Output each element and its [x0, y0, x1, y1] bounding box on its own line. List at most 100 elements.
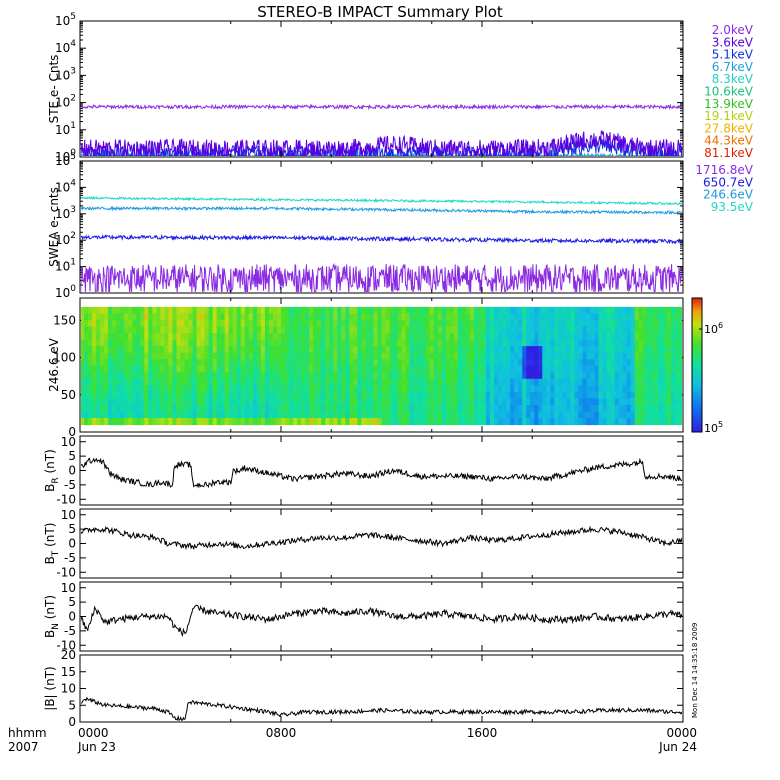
- heatmap-cell: [425, 306, 431, 314]
- heatmap-cell: [337, 359, 342, 367]
- heatmap-cell: [598, 418, 604, 426]
- heatmap-cell: [666, 306, 672, 314]
- heatmap-cell: [309, 339, 314, 347]
- heatmap-cell: [120, 359, 125, 367]
- heatmap-cell: [425, 365, 431, 373]
- heatmap-cell: [670, 352, 676, 360]
- legend-entry: 1716.8eV: [695, 163, 753, 177]
- heatmap-cell: [494, 326, 499, 334]
- heatmap-cell: [176, 405, 182, 413]
- heatmap-cell: [626, 405, 632, 413]
- heatmap-cell: [220, 411, 226, 419]
- heatmap-cell: [160, 320, 165, 328]
- heatmap-cell: [204, 306, 210, 314]
- heatmap-cell: [148, 411, 153, 419]
- heatmap-cell: [634, 398, 640, 406]
- y-tick-label: 5: [68, 595, 76, 609]
- heatmap-cell: [433, 378, 439, 386]
- heatmap-cell: [381, 411, 387, 419]
- heatmap-cell: [465, 398, 471, 406]
- heatmap-cell: [385, 326, 391, 334]
- heatmap-cell: [618, 372, 624, 380]
- heatmap-cell: [236, 352, 242, 360]
- heatmap-cell: [321, 411, 326, 419]
- heatmap-cell: [124, 313, 129, 321]
- heatmap-cell: [349, 365, 354, 373]
- heatmap-cell: [650, 346, 656, 354]
- heatmap-cell: [518, 391, 523, 399]
- heatmap-cell: [590, 385, 596, 393]
- heatmap-cell: [566, 411, 571, 419]
- heatmap-cell: [650, 352, 656, 360]
- heatmap-cell: [228, 372, 234, 380]
- heatmap-cell: [220, 418, 226, 426]
- series-group: [81, 195, 682, 292]
- heatmap-cell: [393, 333, 399, 341]
- heatmap-cell: [365, 326, 370, 334]
- heatmap-cell: [518, 418, 523, 426]
- heatmap-cell: [518, 385, 523, 393]
- heatmap-cell: [168, 306, 173, 314]
- heatmap-cell: [510, 418, 515, 426]
- heatmap-cell: [634, 378, 640, 386]
- heatmap-cell: [365, 313, 370, 321]
- heatmap-cell: [437, 306, 443, 314]
- heatmap-cell: [433, 365, 439, 373]
- heatmap-cell: [289, 391, 294, 399]
- heatmap-cell: [136, 405, 141, 413]
- heatmap-cell: [216, 346, 222, 354]
- heatmap-cell: [397, 405, 403, 413]
- heatmap-cell: [381, 359, 387, 367]
- heatmap-cell: [526, 365, 531, 373]
- heatmap-cell: [277, 372, 282, 380]
- heatmap-cell: [204, 359, 210, 367]
- heatmap-cell: [514, 333, 519, 341]
- heatmap-cell: [116, 352, 121, 360]
- heatmap-cell: [192, 418, 198, 426]
- heatmap-cell: [289, 326, 294, 334]
- heatmap-cell: [277, 391, 282, 399]
- heatmap-cell: [606, 378, 612, 386]
- heatmap-cell: [566, 372, 571, 380]
- heatmap-cell: [108, 398, 113, 406]
- heatmap-cell: [514, 339, 519, 347]
- heatmap-cell: [510, 365, 515, 373]
- y-tick-label: 105: [55, 12, 76, 28]
- heatmap-cell: [465, 378, 471, 386]
- heatmap-cell: [148, 313, 153, 321]
- heatmap-cell: [518, 352, 523, 360]
- heatmap-cell: [285, 352, 290, 360]
- heatmap-cell: [582, 339, 588, 347]
- heatmap-cell: [550, 359, 555, 367]
- heatmap-cell: [273, 313, 278, 321]
- heatmap-cell: [184, 405, 190, 413]
- heatmap-cell: [236, 365, 242, 373]
- heatmap-cell: [96, 333, 101, 341]
- heatmap-cell: [546, 326, 551, 334]
- heatmap-cell: [345, 391, 350, 399]
- heatmap-cell: [140, 378, 145, 386]
- heatmap-cell: [558, 339, 563, 347]
- heatmap-cell: [606, 346, 612, 354]
- heatmap-cell: [176, 313, 182, 321]
- heatmap-cell: [566, 326, 571, 334]
- heatmap-cell: [232, 378, 238, 386]
- heatmap-cell: [281, 411, 286, 419]
- heatmap-cell: [172, 372, 178, 380]
- heatmap-cell: [240, 313, 246, 321]
- heatmap-cell: [192, 398, 198, 406]
- heatmap-cell: [365, 411, 370, 419]
- heatmap-cell: [164, 418, 169, 426]
- heatmap-cell: [273, 411, 278, 419]
- heatmap-cell: [397, 333, 403, 341]
- heatmap-cell: [377, 339, 383, 347]
- y-tick-label: 105: [55, 152, 76, 168]
- heatmap-cell: [256, 365, 262, 373]
- heatmap-cell: [305, 333, 310, 341]
- heatmap-cell: [140, 313, 145, 321]
- legend-entry: 2.0keV: [712, 23, 754, 37]
- heatmap-cell: [96, 418, 101, 426]
- heatmap-cell: [578, 359, 584, 367]
- heatmap-cell: [465, 365, 471, 373]
- heatmap-cell: [228, 405, 234, 413]
